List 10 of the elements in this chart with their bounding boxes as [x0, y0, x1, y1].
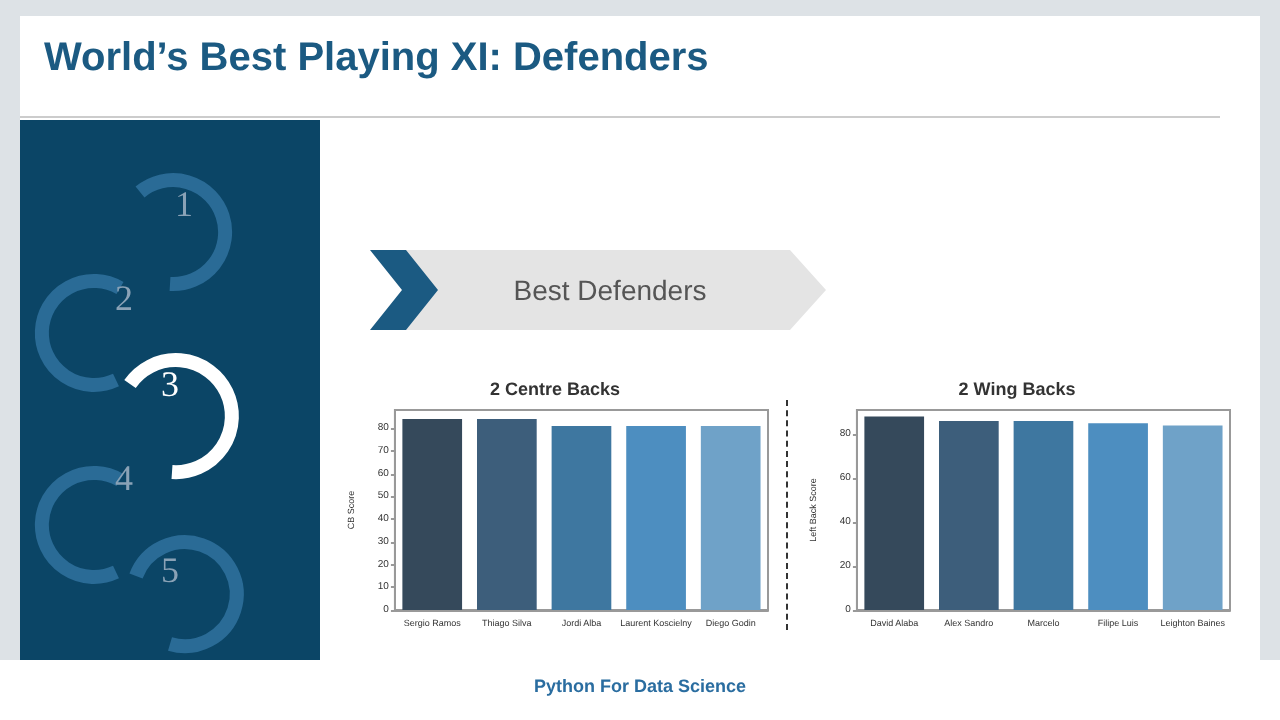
text: 2 — [113, 278, 135, 320]
text: World’s Best Playing XI: Defenders — [44, 36, 709, 82]
text: Best Defenders — [511, 272, 709, 310]
text: 3 — [159, 364, 181, 406]
text: Python For Data Science — [531, 676, 749, 696]
text: 4 — [113, 458, 135, 500]
chart-title: 2 Centre Backs — [489, 379, 621, 399]
chart-title: 2 Wing Backs — [958, 379, 1076, 399]
text: 5 — [159, 550, 181, 592]
text: 1 — [173, 184, 195, 226]
